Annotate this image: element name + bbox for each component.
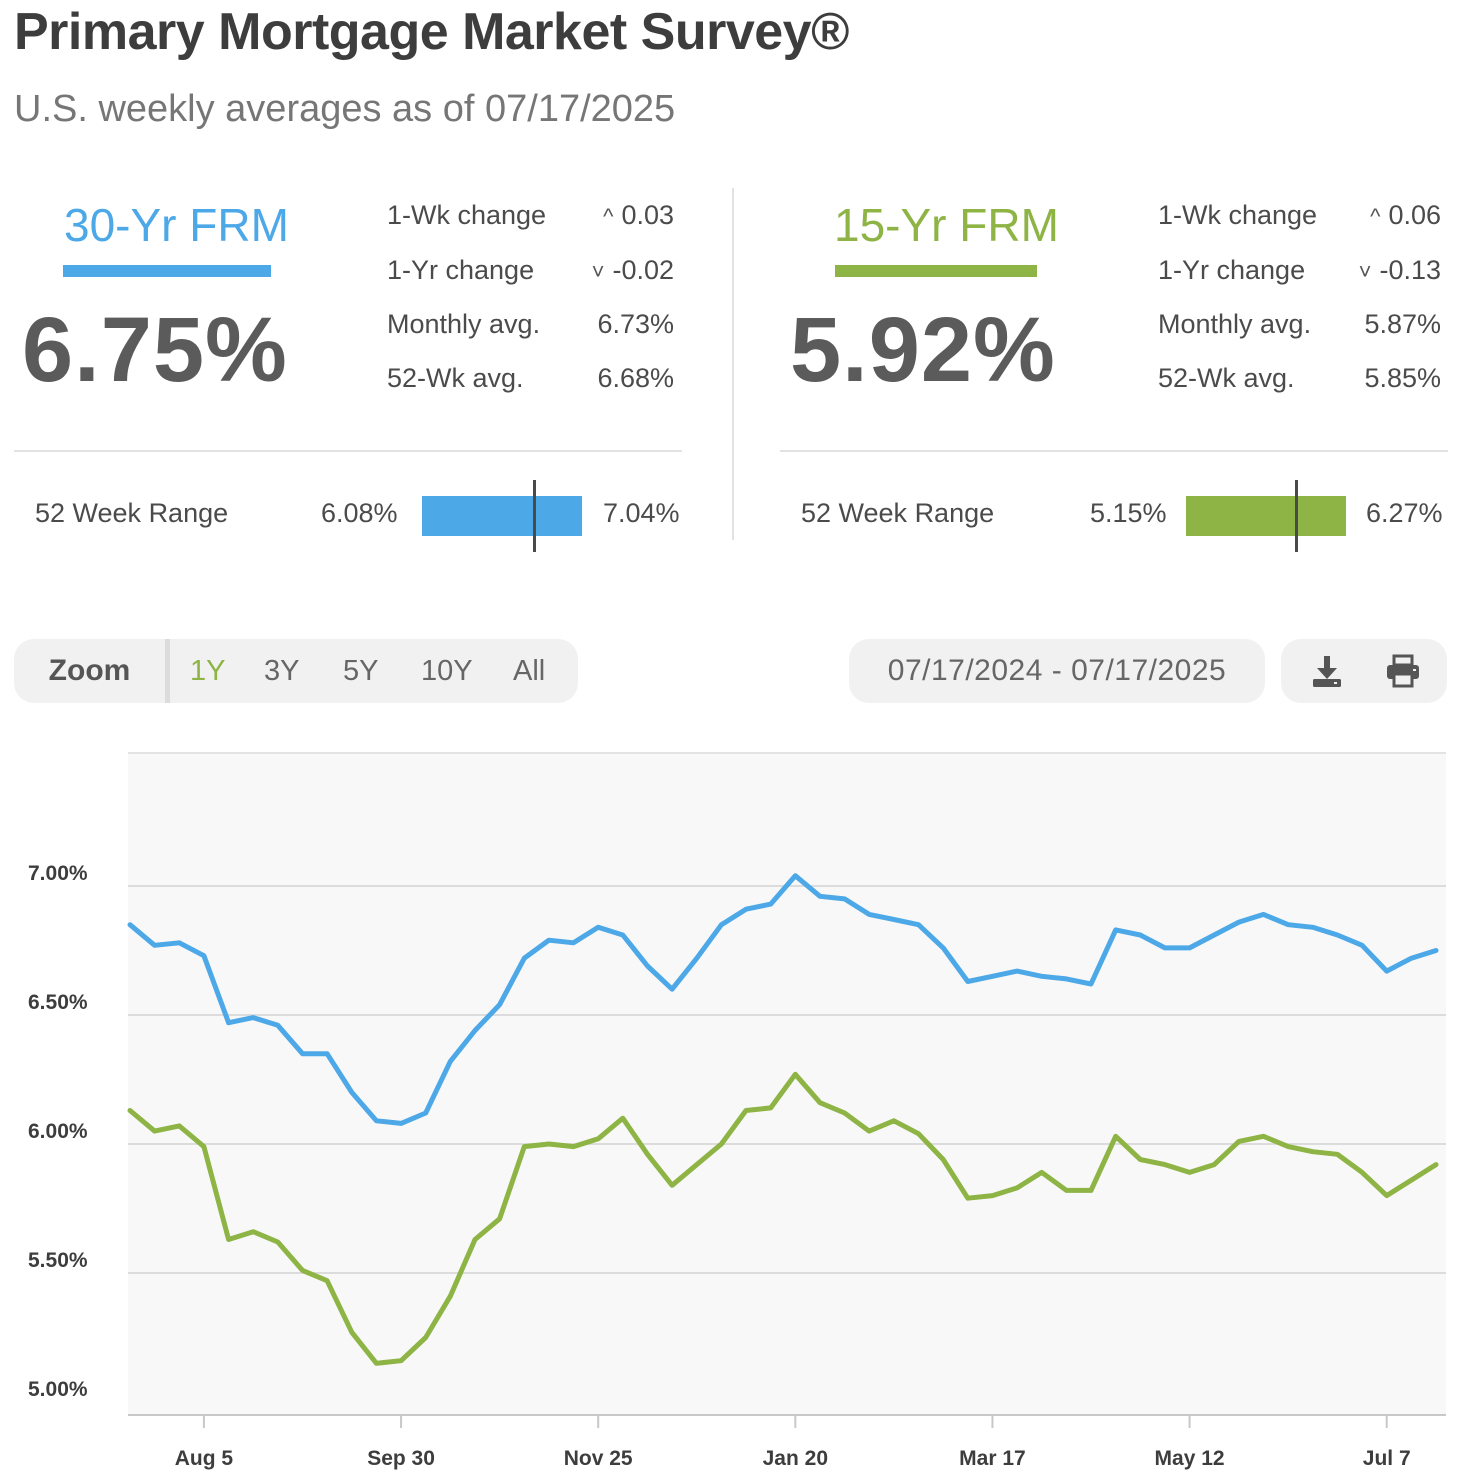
print-icon[interactable] (1383, 651, 1423, 691)
zoom-10y-button[interactable]: 10Y (421, 655, 473, 687)
y-tick-label: 5.00% (28, 1378, 88, 1401)
current-rate-30yr: 6.75% (22, 299, 288, 401)
stat-monthly-avg-30yr: Monthly avg. 6.73% (387, 309, 674, 339)
product-label-30yr: 30-Yr FRM (64, 199, 289, 251)
product-label-15yr: 15-Yr FRM (834, 199, 1059, 251)
zoom-3y-button[interactable]: 3Y (264, 655, 300, 687)
chart-tools (1281, 639, 1447, 703)
zoom-5y-button[interactable]: 5Y (343, 655, 379, 687)
download-icon[interactable] (1307, 651, 1347, 691)
y-tick-label: 7.00% (28, 862, 88, 885)
x-tick-label: Nov 25 (564, 1447, 633, 1470)
stat-52wk-avg-15yr: 52-Wk avg. 5.85% (1158, 363, 1441, 393)
stat-monthly-avg-15yr: Monthly avg. 5.87% (1158, 309, 1441, 339)
panel-divider (732, 188, 734, 540)
stat-1wk-change-30yr: 1-Wk change ^ 0.03 (387, 200, 674, 230)
chevron-down-icon: ˅ (1358, 259, 1372, 284)
chevron-down-icon: ˅ (591, 259, 605, 284)
y-tick-label: 6.00% (28, 1120, 88, 1143)
range-high-15yr: 6.27% (1366, 498, 1443, 528)
chevron-up-icon: ^ (603, 204, 614, 229)
current-rate-15yr: 5.92% (790, 299, 1056, 401)
divider (780, 450, 1448, 452)
date-range-selector[interactable]: 07/17/2024 - 07/17/2025 (849, 639, 1265, 703)
stat-1yr-change-30yr: 1-Yr change ˅ -0.02 (387, 255, 674, 285)
zoom-control: Zoom 1Y 3Y 5Y 10Y All (14, 639, 578, 703)
stat-1wk-change-15yr: 1-Wk change ^ 0.06 (1158, 200, 1441, 230)
zoom-1y-button[interactable]: 1Y (190, 655, 226, 687)
panel-15yr-frm: 15-Yr FRM 5.92% 1-Wk change ^ 0.06 1-Yr c… (780, 180, 1448, 560)
divider (14, 450, 682, 452)
x-tick-label: Mar 17 (959, 1447, 1026, 1470)
chevron-up-icon: ^ (1370, 204, 1381, 229)
x-tick-label: Aug 5 (175, 1447, 234, 1470)
range-marker-15yr (1295, 480, 1298, 552)
range-bar-15yr (1186, 496, 1346, 536)
x-tick-label: Jan 20 (763, 1447, 828, 1470)
series-line-15yr (127, 1071, 1439, 1366)
stat-52wk-avg-30yr: 52-Wk avg. 6.68% (387, 363, 674, 393)
product-underline-15yr (835, 265, 1037, 277)
x-tick-label: May 12 (1155, 1447, 1225, 1470)
rate-history-chart: 5.00% 5.50% 6.00% 6.50% 7.00% Aug 5 Sep 30 Nov… (28, 752, 1446, 1470)
range-label-15yr: 52 Week Range (801, 498, 995, 528)
range-marker-30yr (532, 480, 536, 552)
x-tick-label: Jul 7 (1363, 1447, 1411, 1470)
page-title: Primary Mortgage Market Survey® (14, 3, 849, 61)
range-low-30yr: 6.08% (321, 498, 398, 528)
range-bar-30yr (422, 496, 582, 536)
product-underline-30yr (63, 265, 271, 277)
panel-30yr-frm: 30-Yr FRM 6.75% 1-Wk change ^ 0.03 1-Yr c… (14, 180, 682, 560)
y-tick-label: 5.50% (28, 1249, 88, 1272)
y-tick-label: 6.50% (28, 991, 88, 1014)
page-subtitle: U.S. weekly averages as of 07/17/2025 (14, 88, 676, 130)
x-tick-label: Sep 30 (367, 1447, 435, 1470)
series-line-30yr (127, 873, 1439, 1126)
stat-1yr-change-15yr: 1-Yr change ˅ -0.13 (1158, 255, 1441, 285)
zoom-label: Zoom (14, 639, 170, 703)
range-low-15yr: 5.15% (1090, 498, 1167, 528)
range-label-30yr: 52 Week Range (35, 498, 229, 528)
zoom-all-button[interactable]: All (513, 655, 546, 687)
range-high-30yr: 7.04% (603, 498, 680, 528)
